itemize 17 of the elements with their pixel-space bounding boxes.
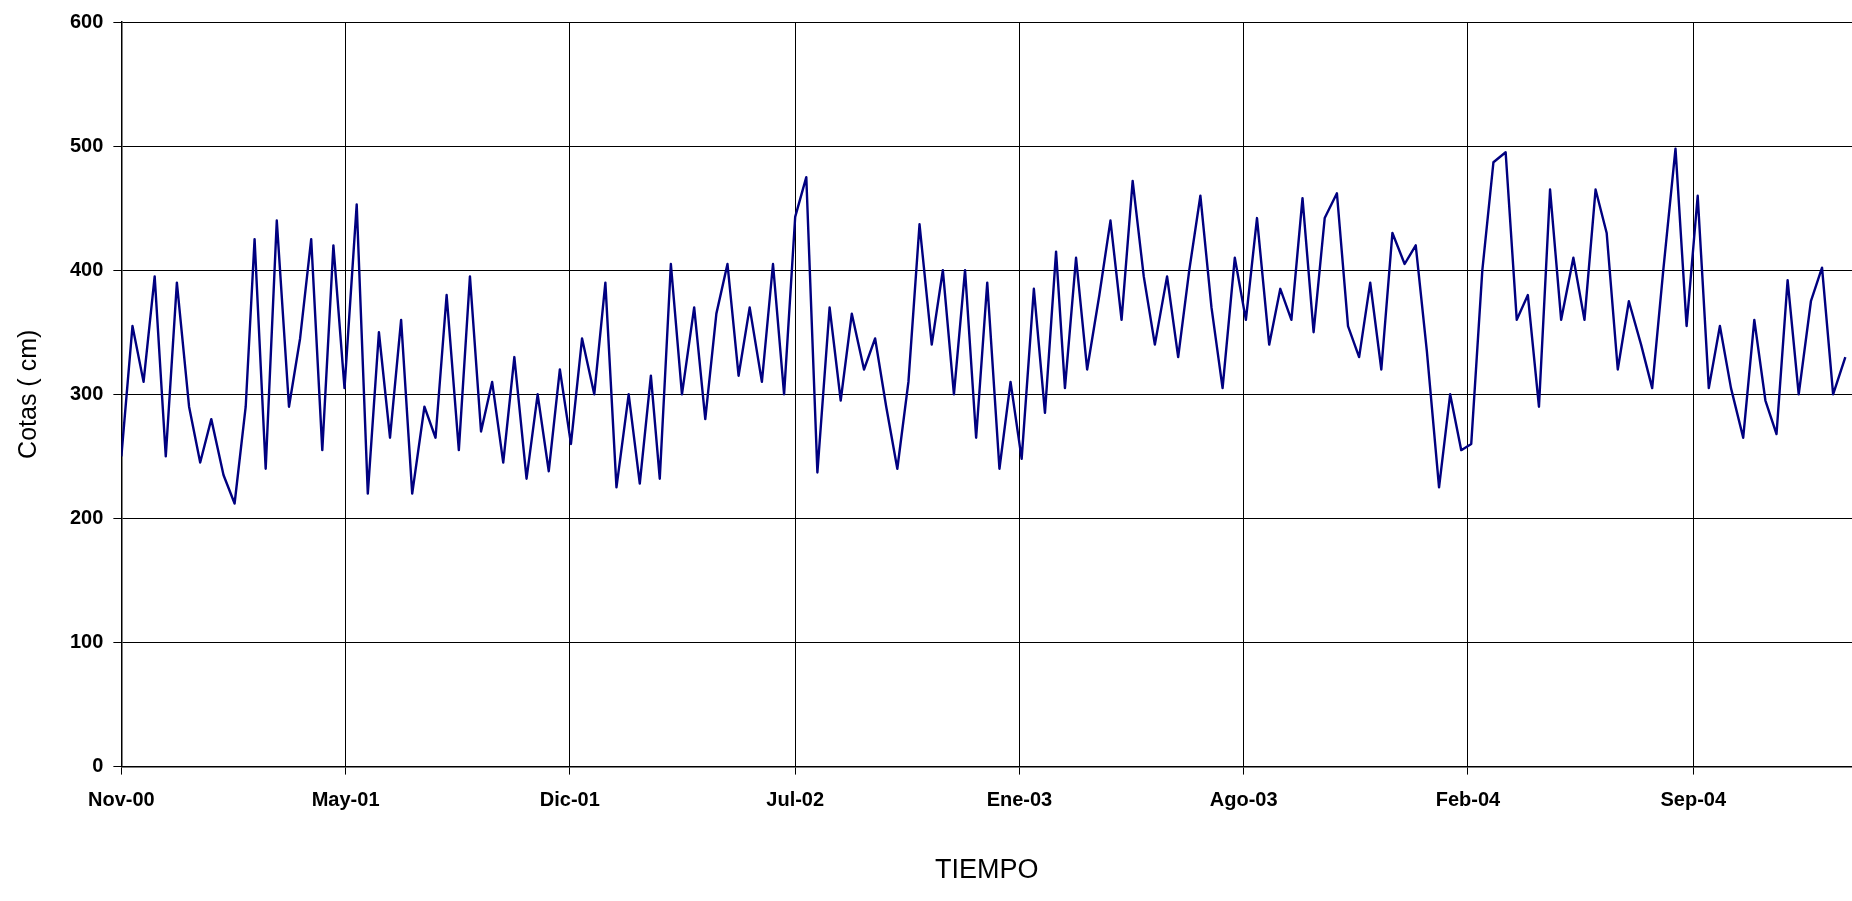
x-tick-label: Dic-01 <box>539 788 600 811</box>
y-tick-label: 500 <box>69 133 104 156</box>
x-tick-label: Sep-04 <box>1660 788 1727 811</box>
y-tick-label: 200 <box>69 505 104 528</box>
y-tick-label: 100 <box>69 630 104 653</box>
x-tick-label: May-01 <box>311 788 380 811</box>
y-tick-label: 400 <box>69 257 104 280</box>
y-tick-label: 0 <box>92 754 104 777</box>
x-tick-label: Feb-04 <box>1435 788 1502 811</box>
y-axis-title: Cotas ( cm) <box>12 329 41 459</box>
x-tick-label: Nov-00 <box>88 788 155 811</box>
x-tick-label: Jul-02 <box>766 788 825 811</box>
x-axis-title: TIEMPO <box>934 854 1039 885</box>
x-tick-label: Ene-03 <box>986 788 1053 811</box>
y-tick-label: 600 <box>69 9 104 32</box>
x-tick-label: Ago-03 <box>1209 788 1278 811</box>
y-tick-label: 300 <box>69 381 104 404</box>
